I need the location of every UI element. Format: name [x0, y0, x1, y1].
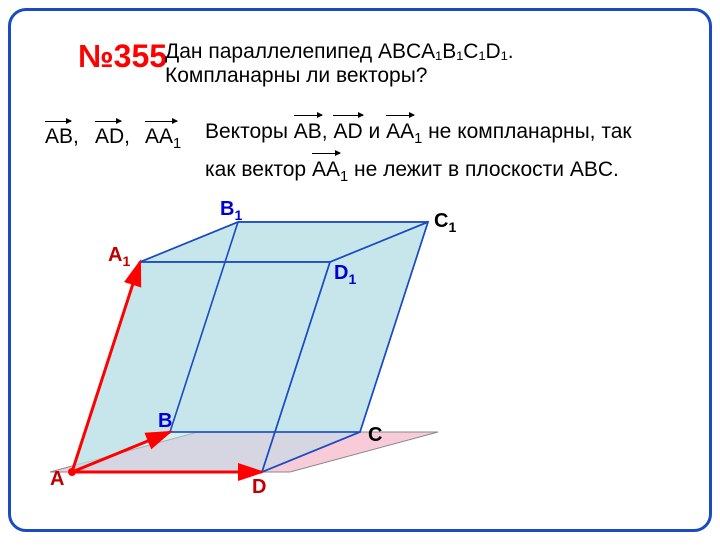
given-vector-2: AA1 [145, 125, 181, 152]
vertex-label-D: D [252, 476, 266, 499]
vertex-label-B: B [158, 410, 172, 433]
vector-arrow-icon [145, 121, 177, 122]
problem-line2: Компланарны ли векторы? [165, 64, 428, 87]
vector-arrow-icon [45, 121, 71, 122]
vertex-label-C: C [368, 424, 382, 447]
problem-statement: Дан параллелепипед ABCA₁B₁C₁D₁. Комплана… [165, 40, 514, 88]
content-area: №355 Дан параллелепипед ABCA₁B₁C₁D₁. Ком… [20, 20, 700, 520]
problem-number: №355 [78, 38, 167, 75]
answer-line1: Векторы AB, AD и AA1 не компланарны, так [205, 120, 632, 147]
diagram-svg [20, 180, 700, 540]
vertex-label-D1: D1 [334, 262, 356, 287]
vertex-label-B1: B1 [220, 198, 242, 223]
diagram-area: A B C D A1 B1 C1 D1 [20, 180, 700, 540]
given-vector-1: AD, [95, 125, 130, 149]
given-vector-0: AB, [45, 125, 79, 149]
problem-line1: Дан параллелепипед ABCA₁B₁C₁D₁. [165, 40, 514, 63]
vector-arrow-icon [95, 121, 121, 122]
vertex-label-A: A [50, 468, 64, 491]
vertex-label-C1: C1 [434, 210, 456, 235]
vertex-label-A1: A1 [108, 244, 130, 269]
